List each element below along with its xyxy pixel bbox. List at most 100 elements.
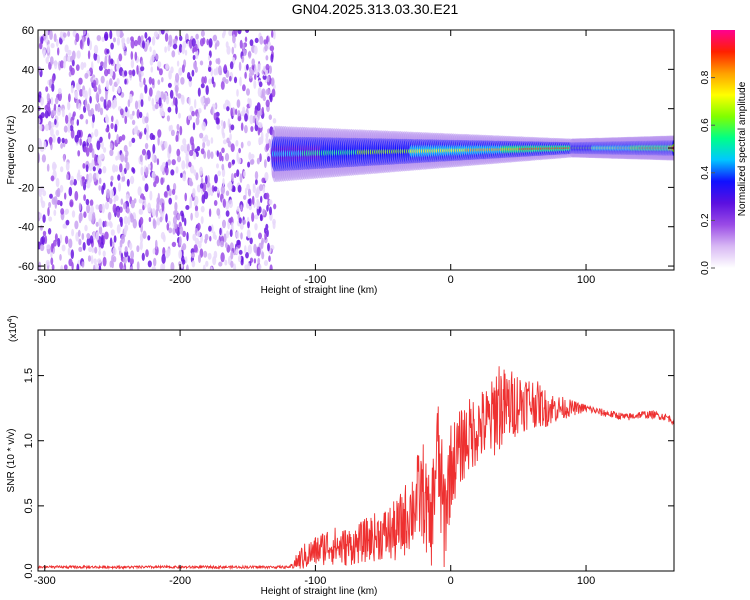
noise-mark <box>99 107 104 116</box>
noise-mark <box>231 46 235 55</box>
noise-mark <box>164 46 168 53</box>
noise-mark <box>48 216 53 222</box>
noise-mark <box>92 114 95 123</box>
noise-mark <box>172 227 176 235</box>
noise-mark <box>111 115 114 123</box>
noise-mark <box>50 97 54 106</box>
noise-mark <box>156 217 161 226</box>
noise-mark <box>151 266 156 270</box>
noise-mark <box>139 240 143 251</box>
noise-mark <box>154 103 159 110</box>
noise-mark <box>121 170 125 177</box>
noise-mark <box>45 56 49 64</box>
noise-mark <box>166 184 170 192</box>
noise-mark <box>65 161 70 171</box>
noise-mark <box>130 250 135 260</box>
noise-mark <box>225 79 229 84</box>
noise-mark <box>180 210 184 217</box>
noise-mark <box>48 136 53 144</box>
x-tick-label: -300 <box>34 274 56 286</box>
noise-mark <box>258 122 263 129</box>
noise-mark <box>205 98 209 107</box>
noise-mark <box>247 188 252 197</box>
noise-mark <box>88 172 93 183</box>
noise-mark <box>44 123 50 132</box>
noise-mark <box>188 76 192 82</box>
noise-mark <box>261 88 266 97</box>
noise-mark <box>247 140 251 147</box>
noise-mark <box>100 75 105 84</box>
noise-mark <box>223 233 227 243</box>
noise-mark <box>253 243 257 253</box>
noise-mark <box>263 39 267 45</box>
noise-mark <box>262 95 266 102</box>
noise-mark <box>127 99 131 108</box>
noise-mark <box>266 204 269 212</box>
noise-mark <box>130 36 134 42</box>
noise-mark <box>223 120 226 129</box>
noise-mark <box>67 124 71 133</box>
noise-mark <box>64 235 69 245</box>
noise-mark <box>194 49 199 60</box>
noise-mark <box>133 126 138 135</box>
noise-mark <box>47 207 50 217</box>
noise-mark <box>228 181 233 191</box>
noise-mark <box>153 181 157 188</box>
noise-mark <box>171 188 176 195</box>
noise-mark <box>128 69 133 76</box>
noise-mark <box>236 169 240 178</box>
noise-mark <box>39 244 45 252</box>
noise-mark <box>136 261 140 270</box>
noise-mark <box>225 210 230 217</box>
noise-mark <box>251 212 255 223</box>
noise-mark <box>107 99 112 108</box>
noise-mark <box>134 100 139 110</box>
noise-mark <box>98 218 102 228</box>
noise-mark <box>157 136 160 146</box>
noise-mark <box>269 264 273 270</box>
noise-mark <box>123 202 127 210</box>
noise-mark <box>105 127 110 133</box>
noise-mark <box>233 172 237 178</box>
noise-mark <box>179 125 183 136</box>
noise-mark <box>247 229 251 239</box>
noise-mark <box>86 173 89 182</box>
noise-mark <box>264 232 267 240</box>
noise-mark <box>251 58 255 66</box>
noise-mark <box>175 105 178 115</box>
noise-mark <box>153 31 159 38</box>
noise-mark <box>56 106 62 117</box>
noise-mark <box>147 202 152 213</box>
noise-mark <box>112 241 115 249</box>
noise-mark <box>130 59 135 69</box>
noise-mark <box>70 55 73 63</box>
noise-mark <box>250 126 254 132</box>
noise-mark <box>59 254 62 261</box>
noise-mark <box>175 134 179 142</box>
noise-mark <box>250 153 255 159</box>
noise-mark <box>190 212 193 221</box>
noise-mark <box>215 116 220 125</box>
noise-mark <box>182 243 187 251</box>
noise-mark <box>194 66 198 73</box>
noise-mark <box>223 103 227 110</box>
noise-mark <box>151 171 156 178</box>
noise-mark <box>253 79 257 89</box>
noise-mark <box>269 206 272 216</box>
noise-mark <box>255 187 260 197</box>
noise-mark <box>140 35 144 43</box>
noise-mark <box>271 78 275 87</box>
noise-mark <box>184 192 187 202</box>
noise-mark <box>222 219 226 229</box>
noise-mark <box>210 106 214 116</box>
noise-mark <box>63 125 68 133</box>
noise-mark <box>95 231 100 241</box>
noise-mark <box>38 140 43 149</box>
noise-mark <box>251 195 255 205</box>
noise-mark <box>89 96 92 104</box>
noise-mark <box>148 76 153 85</box>
colorbar: 0.0 0.2 0.4 0.6 0.8 Normalized spectral ampli… <box>700 30 748 275</box>
noise-mark <box>209 235 212 242</box>
noise-mark <box>59 234 63 244</box>
